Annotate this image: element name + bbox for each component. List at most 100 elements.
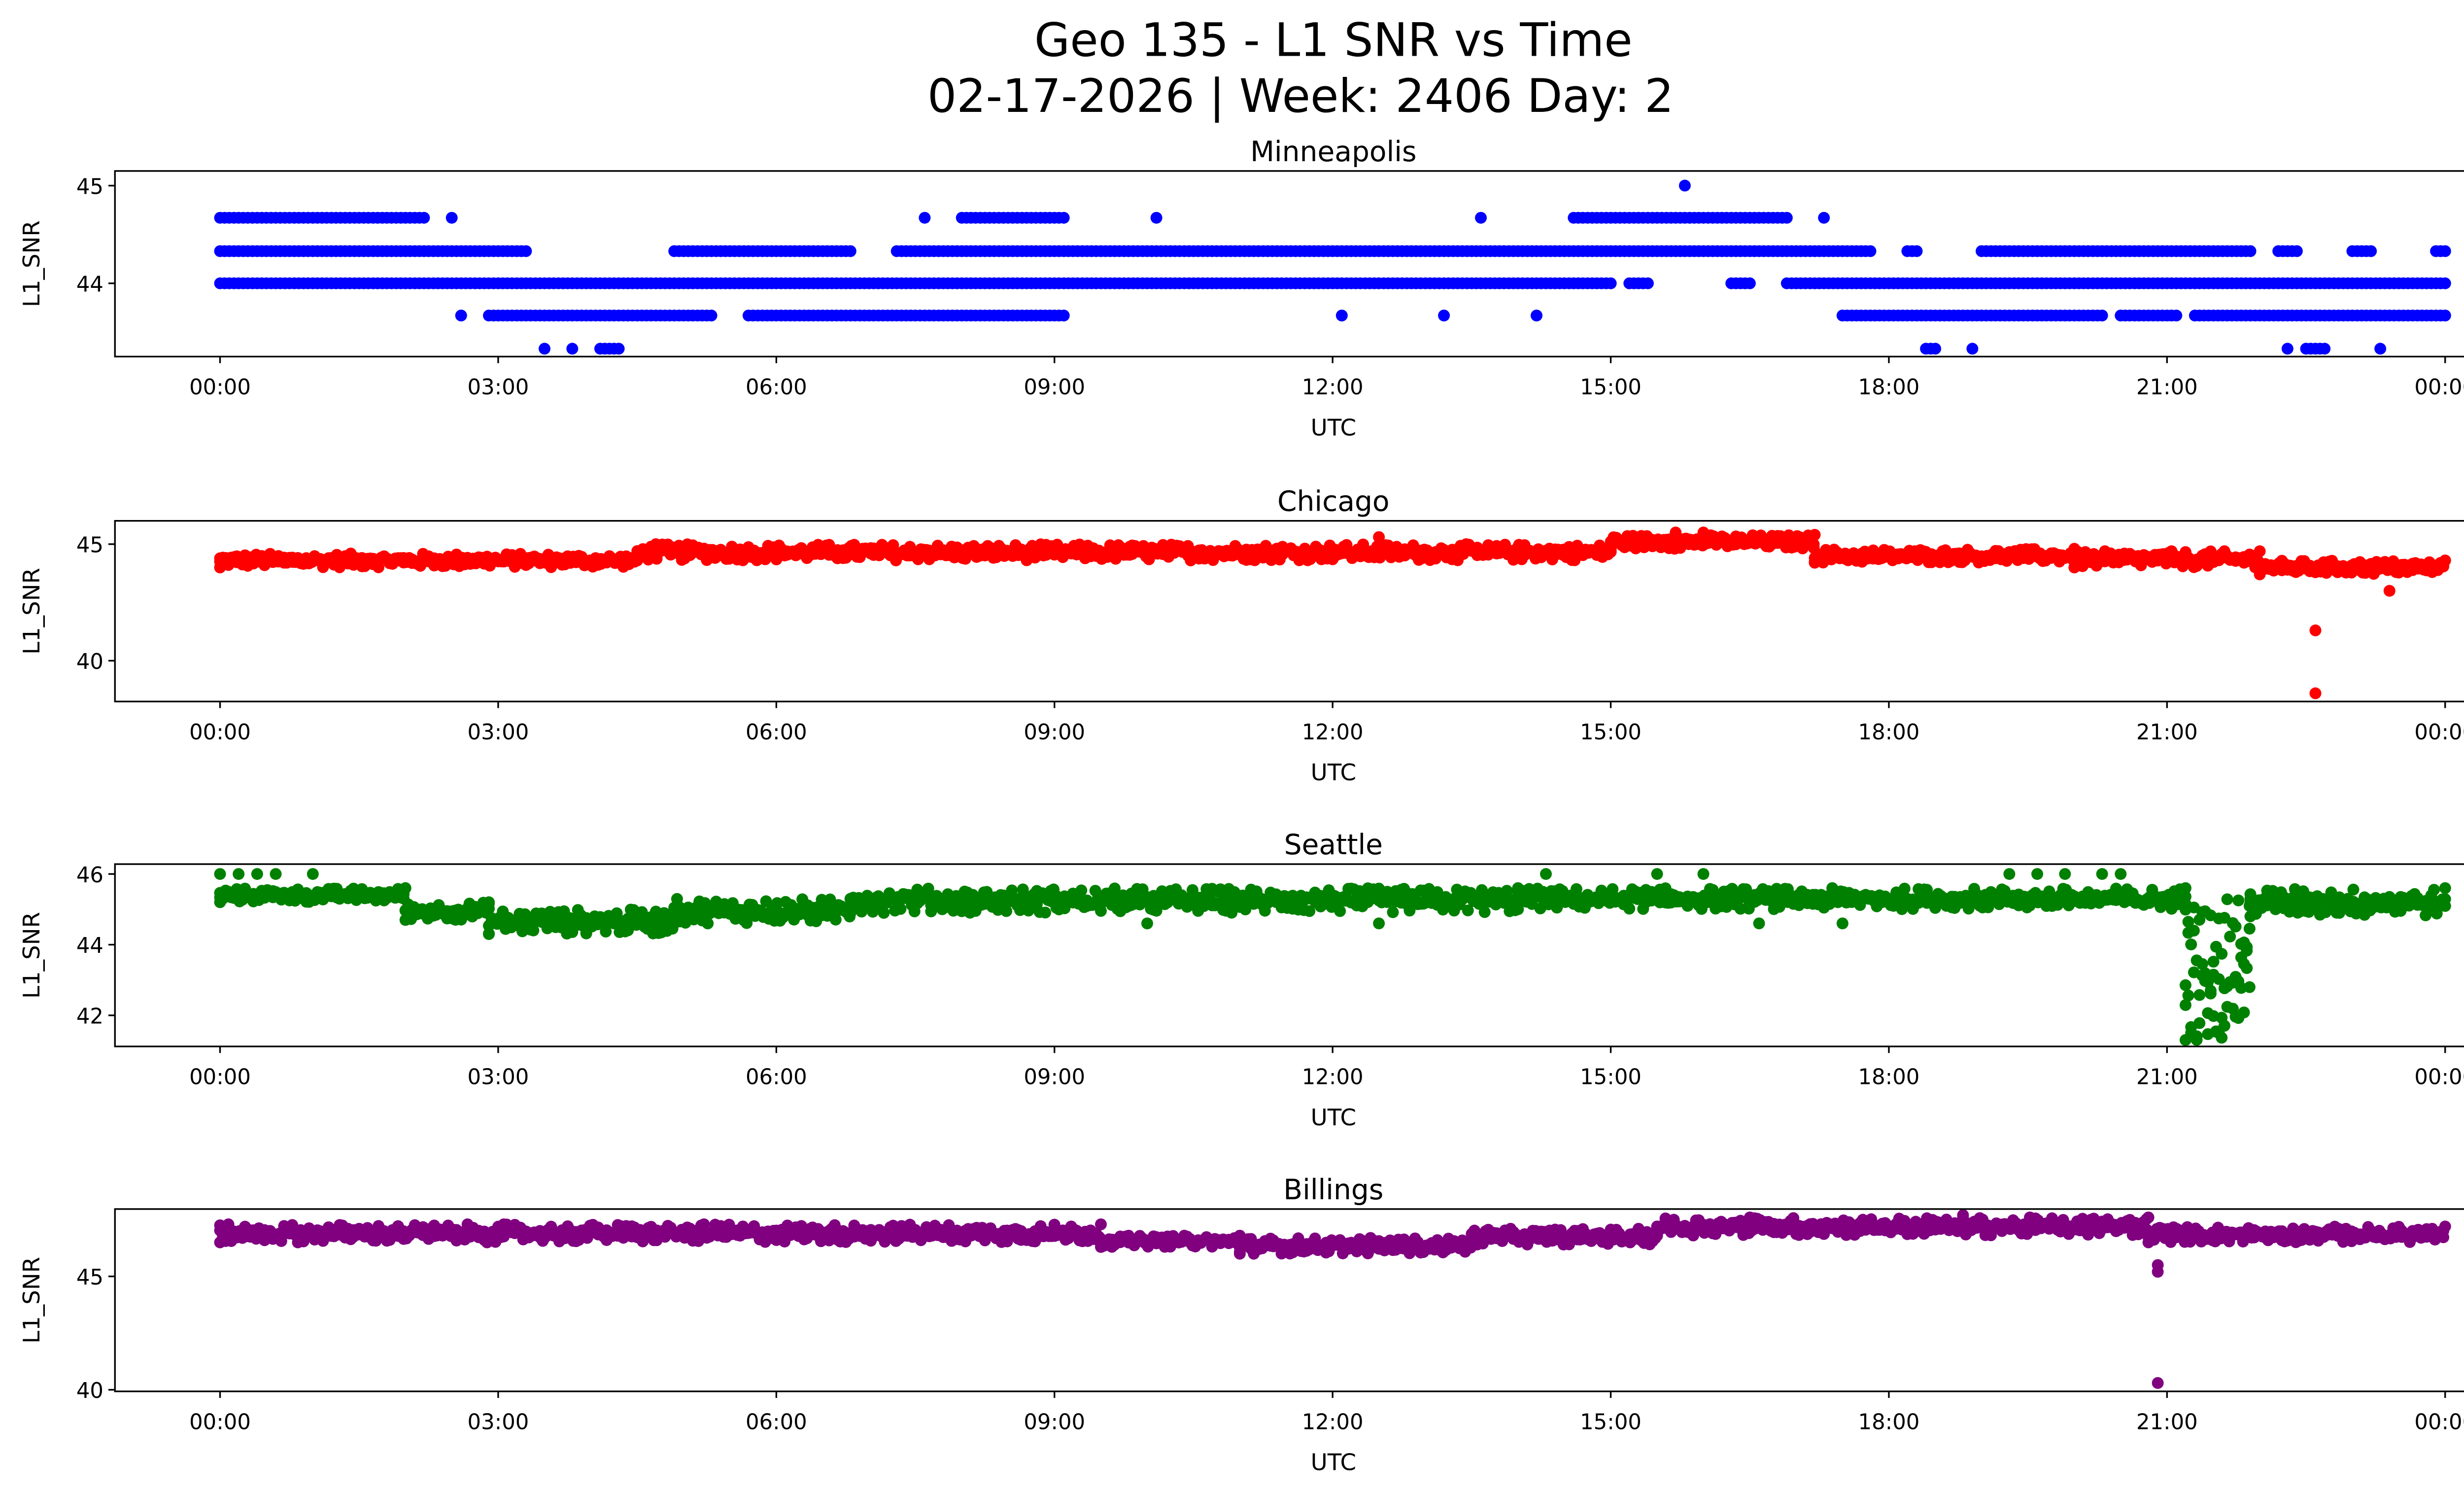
data-point: [2179, 999, 2191, 1011]
x-tick-label: 09:00: [1024, 375, 1085, 400]
data-point: [844, 245, 856, 257]
data-point: [2365, 245, 2377, 257]
data-point: [1623, 903, 1636, 915]
data-point: [844, 907, 856, 919]
scatter-points: [214, 179, 2451, 355]
x-tick-label: 21:00: [2136, 1065, 2198, 1090]
data-point: [1438, 310, 1450, 322]
data-point: [2319, 343, 2331, 355]
data-point: [233, 868, 245, 880]
subplots: 00:00 03:00 06:00 09:00 12:00 15:00 18:00 21:00…: [19, 136, 2464, 1476]
data-point: [919, 211, 931, 224]
axes-frame: [114, 170, 2464, 358]
x-tick-label: 06:00: [746, 1065, 807, 1090]
data-point: [2243, 923, 2256, 935]
data-point: [1836, 917, 1848, 930]
data-point: [1058, 211, 1070, 224]
data-point: [631, 554, 644, 566]
y-tick-label: 44: [76, 934, 103, 958]
data-point: [251, 868, 263, 880]
data-point: [1911, 245, 1923, 257]
y-tick-label: 40: [76, 650, 103, 674]
data-point: [878, 907, 890, 919]
data-point: [2059, 868, 2071, 880]
y-axis-label: L1_SNR: [19, 912, 45, 999]
data-point: [2216, 948, 2228, 960]
data-point: [1095, 905, 1107, 917]
data-point: [1929, 343, 1942, 355]
data-point: [1512, 903, 1524, 915]
data-point: [2216, 1032, 2228, 1044]
data-point: [1531, 310, 1543, 322]
data-point: [2241, 962, 2253, 974]
x-tick-label: 12:00: [1302, 1065, 1364, 1090]
data-point: [2170, 310, 2183, 322]
x-tick-label: 09:00: [1024, 720, 1085, 745]
subplot-chicago: 00:00 03:00 06:00 09:00 12:00 15:00 18:00 21:00…: [19, 486, 2464, 786]
data-point: [1818, 211, 1830, 224]
figure-title-line1: Geo 135 - L1 SNR vs Time: [1034, 14, 1633, 68]
data-point: [2115, 868, 2127, 880]
data-point: [741, 917, 753, 929]
subplot-title: Minneapolis: [1250, 136, 1416, 168]
y-tick-label: 44: [76, 272, 103, 297]
x-axis-label: UTC: [1311, 415, 1356, 441]
x-tick-label: 00:00: [2414, 375, 2464, 400]
data-point: [399, 882, 411, 894]
data-point: [2229, 920, 2242, 933]
x-tick-label: 15:00: [1580, 1065, 1642, 1090]
data-point: [1462, 904, 1474, 917]
data-point: [2179, 1034, 2191, 1046]
y-axis-label: L1_SNR: [19, 568, 45, 655]
data-point: [2439, 310, 2451, 322]
x-tick-label: 06:00: [746, 720, 807, 745]
figure-title-line2: 02-17-2026 | Week: 2406 Day: 2: [927, 70, 1674, 123]
data-point: [2238, 1006, 2250, 1018]
data-point: [1334, 905, 1346, 917]
data-point: [2096, 868, 2108, 880]
x-tick-label: 15:00: [1580, 720, 1642, 745]
data-point: [2193, 989, 2206, 1001]
data-point: [2241, 944, 2253, 957]
data-point: [566, 343, 579, 355]
data-point: [2439, 900, 2451, 912]
data-point: [2185, 939, 2197, 951]
data-point: [2204, 987, 2217, 1000]
data-point: [613, 343, 625, 355]
subplot-title: Seattle: [1284, 829, 1383, 861]
y-tick-label: 42: [76, 1005, 103, 1029]
data-point: [307, 868, 319, 880]
x-tick-label: 21:00: [2136, 720, 2198, 745]
data-point: [214, 896, 226, 908]
data-point: [1651, 868, 1663, 880]
x-axis-label: UTC: [1311, 760, 1356, 786]
data-point: [2224, 931, 2236, 943]
x-tick-label: 03:00: [468, 720, 529, 745]
data-point: [2232, 894, 2245, 906]
data-point: [2243, 981, 2256, 993]
data-point: [2207, 956, 2220, 968]
axes-frame: [114, 863, 2464, 1047]
data-point: [2291, 245, 2303, 257]
data-point: [2309, 687, 2322, 699]
x-tick-label: 09:00: [1024, 1065, 1085, 1090]
data-point: [2439, 554, 2451, 566]
data-point: [1478, 906, 1491, 918]
data-point: [1744, 277, 1756, 289]
data-point: [1605, 543, 1617, 555]
data-point: [668, 917, 681, 930]
data-point: [1335, 310, 1348, 322]
x-tick-label: 18:00: [1858, 375, 1920, 400]
data-point: [922, 882, 934, 895]
subplot-seattle: 00:00 03:00 06:00 09:00 12:00 15:00 18:00 21:00…: [19, 829, 2464, 1131]
data-point: [1605, 277, 1617, 289]
y-tick-label: 45: [76, 533, 103, 558]
data-point: [1075, 884, 1088, 897]
data-point: [1058, 310, 1070, 322]
data-point: [2221, 893, 2233, 905]
data-point: [947, 904, 959, 917]
data-point: [2096, 310, 2108, 322]
data-point: [2439, 277, 2451, 289]
